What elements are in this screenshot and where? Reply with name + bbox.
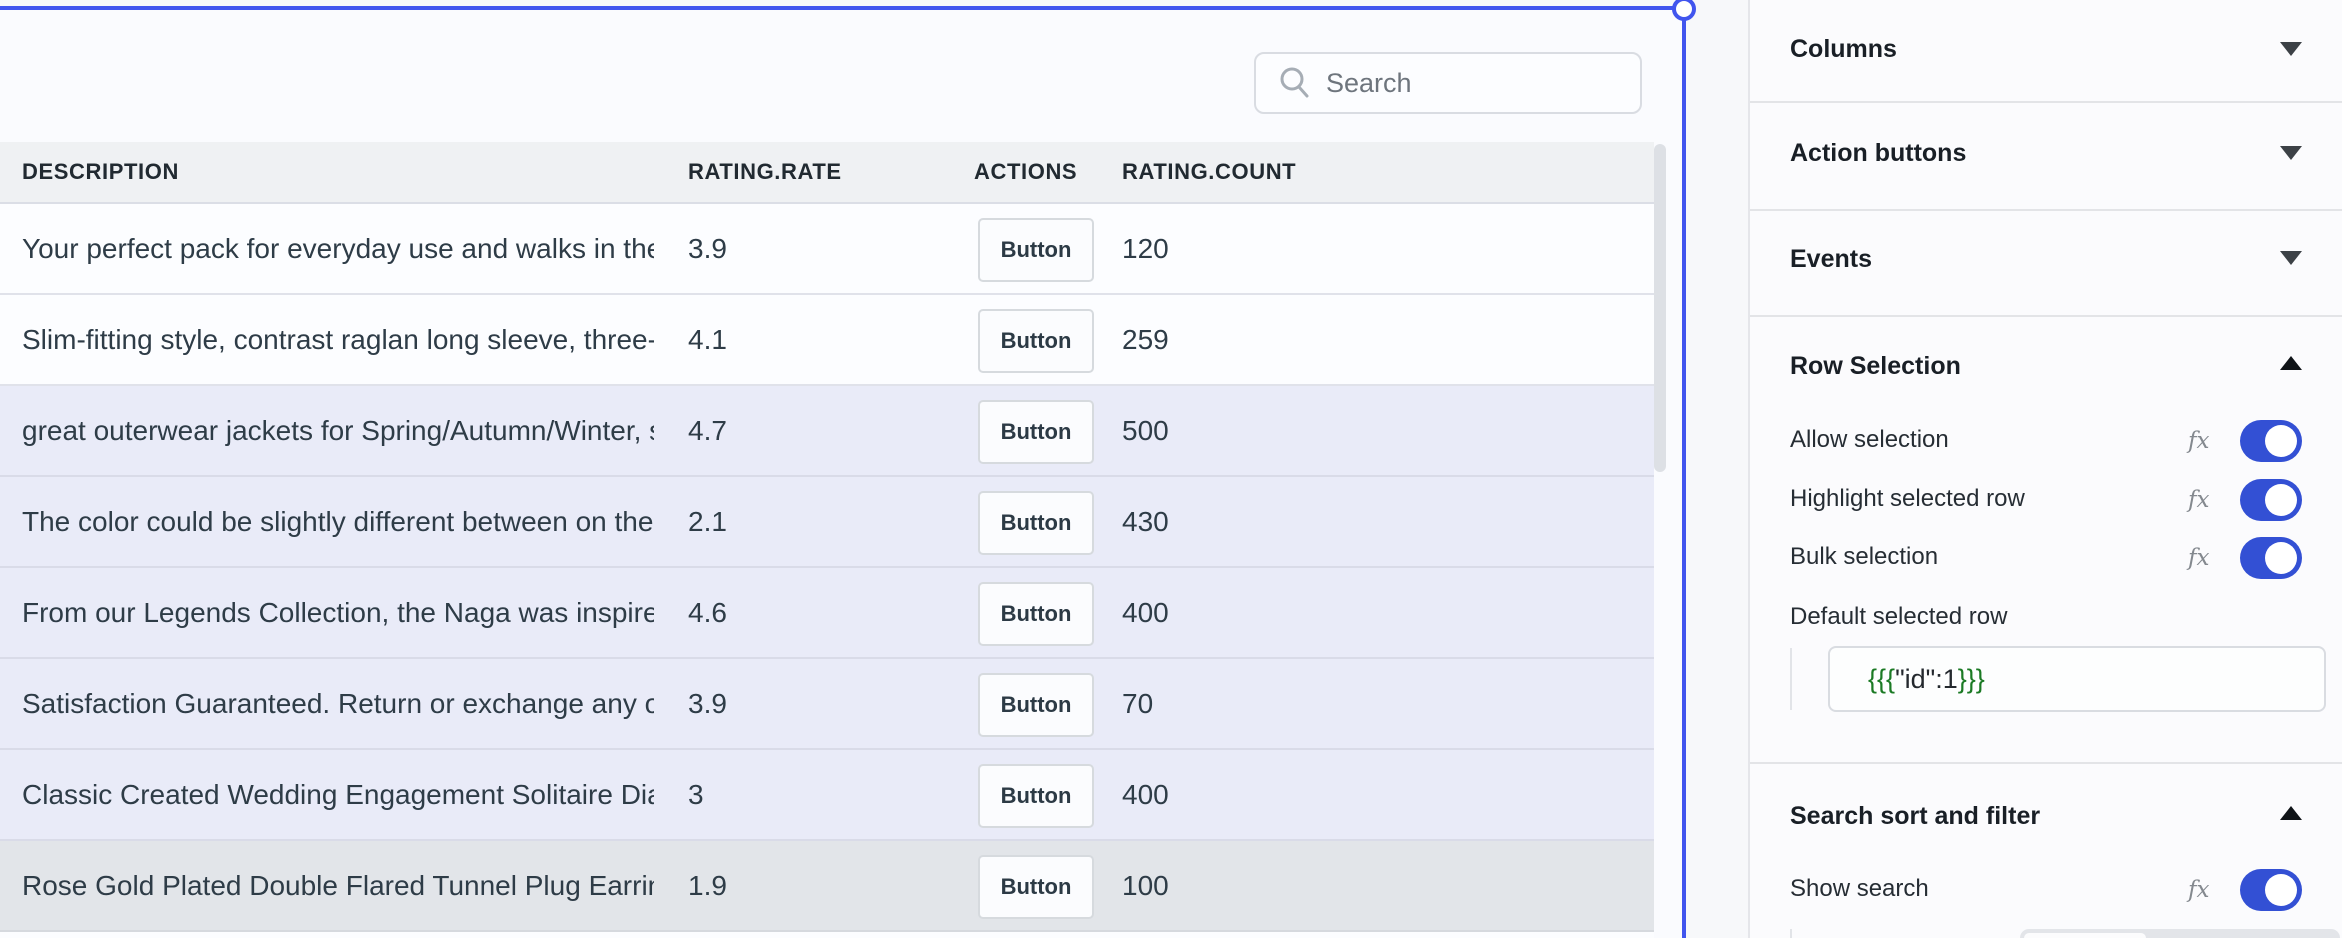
description-cell: Rose Gold Plated Double Flared Tunnel Pl… [22, 869, 654, 901]
panel-divider [1748, 0, 1750, 938]
column-header-rating-count[interactable]: RATING.COUNT [1122, 159, 1297, 184]
chevron-down-icon[interactable] [2280, 42, 2302, 56]
description-cell: Classic Created Wedding Engagement Solit… [22, 778, 654, 810]
table-search-input[interactable]: Search [1254, 52, 1642, 114]
table-row[interactable]: Your perfect pack for everyday use and w… [0, 204, 1654, 295]
property-indent-line [1790, 929, 1792, 938]
description-cell: great outerwear jackets for Spring/Autum… [22, 414, 654, 446]
rating-count-cell: 430 [1122, 505, 1169, 537]
table-row-selected[interactable]: From our Legends Collection, the Naga wa… [0, 568, 1654, 659]
default-selected-row-input[interactable]: {{{"id":1}}} [1828, 646, 2326, 712]
section-header-action-buttons[interactable]: Action buttons [1790, 139, 1967, 167]
section-header-row-selection[interactable]: Row Selection [1790, 352, 1961, 380]
rating-count-cell: 100 [1122, 869, 1169, 901]
rating-rate-cell: 4.7 [688, 414, 727, 446]
table-row-hovered[interactable]: Rose Gold Plated Double Flared Tunnel Pl… [0, 841, 1654, 932]
rating-count-cell: 500 [1122, 414, 1169, 446]
fx-icon[interactable]: fx [2188, 877, 2210, 903]
toggle-knob [2265, 542, 2297, 574]
code-expression: {{{"id":1}}} [1868, 663, 1985, 694]
table-row-selected[interactable]: great outerwear jackets for Spring/Autum… [0, 386, 1654, 477]
rating-count-cell: 70 [1122, 687, 1154, 719]
rating-rate-cell: 3.9 [688, 687, 727, 719]
column-header-actions[interactable]: ACTIONS [974, 159, 1078, 184]
toggle-knob [2265, 874, 2297, 906]
column-header-description[interactable]: DESCRIPTION [22, 159, 179, 184]
rating-rate-cell: 4.6 [688, 596, 727, 628]
search-placeholder: Search [1326, 67, 1412, 98]
widget-resize-handle[interactable] [1672, 0, 1696, 21]
toggle-knob [2265, 484, 2297, 516]
description-cell: Satisfaction Guaranteed. Return or excha… [22, 687, 654, 719]
default-selected-row-label: Default selected row [1790, 603, 2008, 630]
rating-rate-cell: 3.9 [688, 232, 727, 264]
chevron-up-icon[interactable] [2280, 806, 2302, 820]
fx-icon[interactable]: fx [2188, 428, 2210, 454]
table-row-selected[interactable]: Classic Created Wedding Engagement Solit… [0, 750, 1654, 841]
highlight-selected-row-toggle[interactable] [2240, 479, 2302, 521]
description-cell: Your perfect pack for everyday use and w… [22, 232, 654, 264]
row-action-button[interactable]: Button [978, 218, 1094, 282]
description-cell: The color could be slightly different be… [22, 505, 654, 537]
highlight-selected-row-label: Highlight selected row [1790, 485, 2025, 512]
row-action-button[interactable]: Button [978, 400, 1094, 464]
table-row-partial [0, 932, 1654, 938]
widget-selection-border-right [1682, 6, 1686, 938]
table-header: DESCRIPTION RATING.RATE ACTIONS RATING.C… [0, 142, 1654, 204]
description-cell: Slim-fitting style, contrast raglan long… [22, 323, 654, 355]
fx-icon[interactable]: fx [2188, 487, 2210, 513]
bulk-selection-label: Bulk selection [1790, 543, 1939, 570]
section-header-columns[interactable]: Columns [1790, 35, 1897, 63]
fx-icon[interactable]: fx [2188, 545, 2210, 571]
properties-panel: Columns Action buttons Events Row Select… [1750, 0, 2342, 938]
widget-selection-border-top [0, 6, 1688, 10]
chevron-up-icon[interactable] [2280, 356, 2302, 370]
row-action-button[interactable]: Button [978, 582, 1094, 646]
search-icon [1280, 67, 1309, 98]
table-row[interactable]: Slim-fitting style, contrast raglan long… [0, 295, 1654, 386]
rating-rate-cell: 3 [688, 778, 704, 810]
allow-selection-toggle[interactable] [2240, 420, 2302, 462]
row-action-button[interactable]: Button [978, 309, 1094, 373]
show-search-label: Show search [1790, 875, 1929, 902]
section-divider [1750, 762, 2342, 764]
row-action-button[interactable]: Button [978, 673, 1094, 737]
chevron-down-icon[interactable] [2280, 251, 2302, 265]
section-divider [1750, 209, 2342, 211]
row-action-button[interactable]: Button [978, 764, 1094, 828]
rating-count-cell: 400 [1122, 778, 1169, 810]
rating-rate-cell: 4.1 [688, 323, 727, 355]
rating-count-cell: 120 [1122, 232, 1169, 264]
table-scrollbar-thumb[interactable] [1654, 144, 1666, 472]
rating-rate-cell: 2.1 [688, 505, 727, 537]
table-row-selected[interactable]: The color could be slightly different be… [0, 477, 1654, 568]
row-action-button[interactable]: Button [978, 855, 1094, 919]
description-cell: From our Legends Collection, the Naga wa… [22, 596, 654, 628]
rating-count-cell: 400 [1122, 596, 1169, 628]
property-indent-line [1790, 648, 1792, 710]
rating-rate-cell: 1.9 [688, 869, 727, 901]
table-widget: DESCRIPTION RATING.RATE ACTIONS RATING.C… [0, 142, 1654, 938]
allow-selection-label: Allow selection [1790, 426, 1949, 453]
segmented-control[interactable] [2020, 929, 2340, 938]
show-search-toggle[interactable] [2240, 869, 2302, 911]
section-header-events[interactable]: Events [1790, 245, 1872, 273]
segmented-control-active-segment [2024, 933, 2146, 938]
chevron-down-icon[interactable] [2280, 146, 2302, 160]
column-header-rating-rate[interactable]: RATING.RATE [688, 159, 842, 184]
row-action-button[interactable]: Button [978, 491, 1094, 555]
section-header-search-sort-filter[interactable]: Search sort and filter [1790, 802, 2041, 830]
section-divider [1750, 315, 2342, 317]
section-divider [1750, 101, 2342, 103]
toggle-knob [2265, 425, 2297, 457]
table-row-selected[interactable]: Satisfaction Guaranteed. Return or excha… [0, 659, 1654, 750]
bulk-selection-toggle[interactable] [2240, 537, 2302, 579]
rating-count-cell: 259 [1122, 323, 1169, 355]
